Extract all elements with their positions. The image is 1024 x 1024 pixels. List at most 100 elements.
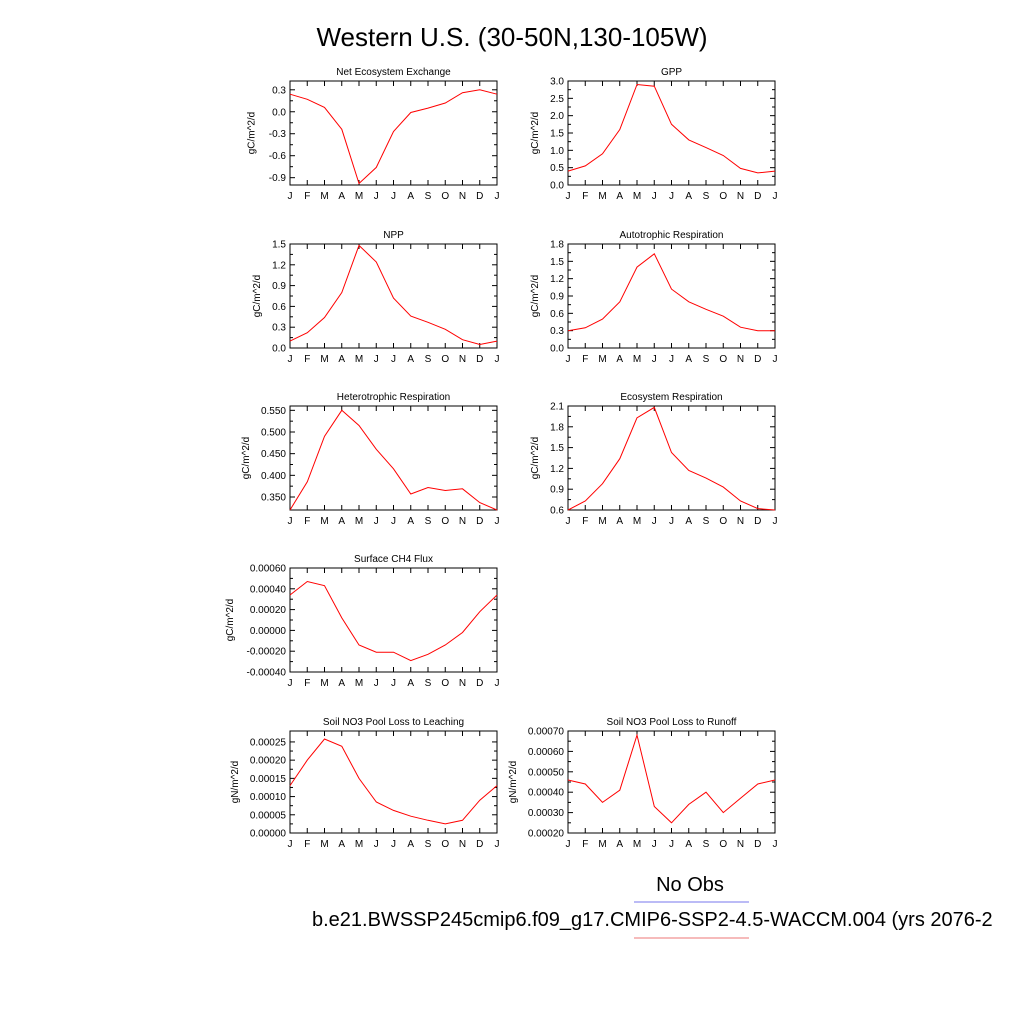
x-tick-label: M <box>355 191 363 202</box>
x-tick-label: N <box>737 354 744 365</box>
x-tick-label: A <box>407 354 414 365</box>
x-tick-label: O <box>719 516 727 527</box>
x-tick-label: A <box>616 191 623 202</box>
y-axis-label: gC/m^2/d <box>241 437 252 480</box>
x-tick-label: J <box>652 839 657 850</box>
y-tick-label: 0.00020 <box>250 605 287 616</box>
x-tick-label: N <box>459 354 466 365</box>
x-tick-label: J <box>669 354 674 365</box>
x-tick-label: S <box>703 839 710 850</box>
x-tick-label: J <box>669 191 674 202</box>
y-tick-label: 0.0 <box>272 344 286 355</box>
x-tick-label: A <box>407 839 414 850</box>
y-tick-label: 0.400 <box>261 471 286 482</box>
x-tick-label: J <box>773 191 778 202</box>
x-tick-label: J <box>391 354 396 365</box>
x-tick-label: M <box>355 516 363 527</box>
y-tick-label: 1.5 <box>272 240 286 251</box>
x-tick-label: N <box>459 191 466 202</box>
x-tick-label: J <box>495 516 500 527</box>
x-tick-label: J <box>288 191 293 202</box>
x-tick-label: N <box>459 839 466 850</box>
x-tick-label: J <box>773 516 778 527</box>
y-tick-label: 0.00030 <box>528 808 565 819</box>
x-tick-label: M <box>633 516 641 527</box>
x-tick-label: J <box>669 839 674 850</box>
x-tick-label: M <box>598 354 606 365</box>
plot-frame <box>289 405 498 511</box>
x-tick-label: D <box>754 516 761 527</box>
y-tick-label: 0.6 <box>272 302 286 313</box>
x-tick-label: M <box>320 191 328 202</box>
plot-frame <box>567 243 776 349</box>
x-tick-label: A <box>338 516 345 527</box>
y-axis-label: gN/m^2/d <box>230 761 241 804</box>
x-tick-label: F <box>304 354 310 365</box>
y-tick-label: 0.6 <box>550 506 564 517</box>
x-tick-label: S <box>425 839 432 850</box>
x-tick-label: F <box>582 839 588 850</box>
y-tick-label: 0.00060 <box>250 564 287 575</box>
x-tick-label: J <box>391 191 396 202</box>
y-tick-label: -0.6 <box>269 151 287 162</box>
x-tick-label: A <box>685 516 692 527</box>
x-tick-label: M <box>355 678 363 689</box>
x-tick-label: S <box>703 516 710 527</box>
y-tick-label: 0.9 <box>550 485 564 496</box>
y-tick-label: 0.0 <box>550 181 564 192</box>
y-tick-label: -0.00020 <box>247 647 287 658</box>
x-tick-label: J <box>495 678 500 689</box>
series-line <box>289 244 498 346</box>
x-tick-label: F <box>304 839 310 850</box>
x-tick-label: D <box>754 354 761 365</box>
y-tick-label: 0.350 <box>261 493 286 504</box>
x-tick-label: F <box>582 191 588 202</box>
x-tick-label: D <box>476 516 483 527</box>
x-tick-label: J <box>288 516 293 527</box>
x-tick-label: J <box>288 839 293 850</box>
x-tick-label: A <box>616 839 623 850</box>
y-tick-label: 1.8 <box>550 240 564 251</box>
y-tick-label: 0.3 <box>272 85 286 96</box>
x-tick-label: M <box>633 354 641 365</box>
x-tick-label: J <box>652 354 657 365</box>
plot-frame <box>567 730 776 834</box>
panel-title: NPP <box>383 230 404 241</box>
y-tick-label: 0.00000 <box>250 829 287 840</box>
y-tick-label: 0.00050 <box>528 767 565 778</box>
y-tick-label: 0.0 <box>272 107 286 118</box>
x-tick-label: A <box>685 191 692 202</box>
y-tick-label: 0.00010 <box>250 792 287 803</box>
y-axis-label: gC/m^2/d <box>530 437 541 480</box>
x-tick-label: J <box>566 516 571 527</box>
y-axis-label: gC/m^2/d <box>530 112 541 155</box>
y-tick-label: -0.9 <box>269 173 287 184</box>
series-line <box>289 738 498 825</box>
y-axis-label: gC/m^2/d <box>530 275 541 318</box>
x-tick-label: M <box>320 516 328 527</box>
x-tick-label: J <box>374 191 379 202</box>
x-tick-label: M <box>355 354 363 365</box>
series-line <box>567 733 776 824</box>
y-axis-label: gC/m^2/d <box>252 275 263 318</box>
panel-title: Soil NO3 Pool Loss to Leaching <box>323 717 464 728</box>
x-tick-label: S <box>425 191 432 202</box>
y-tick-label: 0.00040 <box>528 788 565 799</box>
x-tick-label: O <box>441 839 449 850</box>
y-tick-label: 0.3 <box>272 323 286 334</box>
series-line <box>289 580 498 662</box>
x-tick-label: D <box>754 191 761 202</box>
y-tick-label: 0.00040 <box>250 584 287 595</box>
y-axis-label: gC/m^2/d <box>225 599 236 642</box>
x-tick-label: O <box>719 191 727 202</box>
y-tick-label: 0.00060 <box>528 747 565 758</box>
x-tick-label: D <box>754 839 761 850</box>
plot-frame <box>289 243 498 349</box>
x-tick-label: A <box>407 191 414 202</box>
x-tick-label: M <box>598 516 606 527</box>
x-tick-label: F <box>582 516 588 527</box>
x-tick-label: J <box>374 516 379 527</box>
x-tick-label: J <box>495 354 500 365</box>
